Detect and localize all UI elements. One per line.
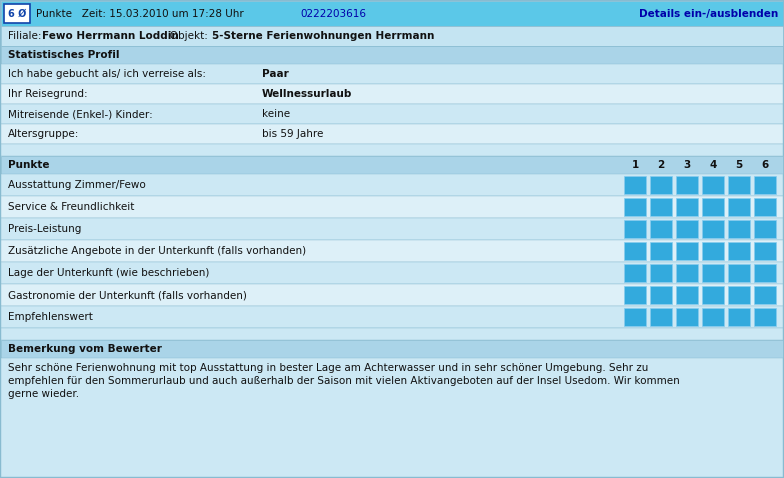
Bar: [1, 64, 783, 84]
Bar: [702, 198, 724, 216]
Text: empfehlen für den Sommerurlaub und auch außerhalb der Saison mit vielen Aktivang: empfehlen für den Sommerurlaub und auch …: [8, 376, 680, 386]
Text: keine: keine: [262, 109, 290, 119]
Bar: [1, 124, 783, 144]
Text: Statistisches Profil: Statistisches Profil: [8, 50, 119, 60]
Text: bis 59 Jahre: bis 59 Jahre: [262, 129, 323, 139]
Text: Gastronomie der Unterkunft (falls vorhanden): Gastronomie der Unterkunft (falls vorhan…: [8, 290, 247, 300]
Text: Ausstattung Zimmer/Fewo: Ausstattung Zimmer/Fewo: [8, 180, 146, 190]
Bar: [728, 198, 750, 216]
Text: Ihr Reisegrund:: Ihr Reisegrund:: [8, 89, 88, 99]
Bar: [676, 242, 698, 260]
Bar: [624, 286, 646, 304]
Text: 6 Ø: 6 Ø: [8, 9, 26, 19]
Bar: [754, 198, 776, 216]
Bar: [754, 176, 776, 194]
Text: 0222203616: 0222203616: [300, 9, 366, 19]
Text: gerne wieder.: gerne wieder.: [8, 389, 79, 399]
Bar: [676, 308, 698, 326]
Bar: [624, 198, 646, 216]
Bar: [702, 242, 724, 260]
Text: 6: 6: [761, 160, 768, 170]
Bar: [650, 176, 672, 194]
Bar: [676, 176, 698, 194]
Bar: [1, 26, 783, 46]
Text: 4: 4: [710, 160, 717, 170]
Bar: [1, 262, 783, 284]
Text: Mitreisende (Enkel-) Kinder:: Mitreisende (Enkel-) Kinder:: [8, 109, 153, 119]
Bar: [1, 156, 783, 174]
Bar: [702, 220, 724, 238]
Bar: [624, 264, 646, 282]
Bar: [1, 144, 783, 156]
Bar: [728, 176, 750, 194]
Text: Filiale:: Filiale:: [8, 31, 45, 41]
Bar: [728, 264, 750, 282]
Bar: [754, 220, 776, 238]
Bar: [754, 286, 776, 304]
Bar: [650, 198, 672, 216]
Bar: [1, 218, 783, 240]
Bar: [1, 174, 783, 196]
Bar: [702, 286, 724, 304]
Bar: [1, 46, 783, 64]
Text: 5: 5: [735, 160, 742, 170]
Bar: [1, 284, 783, 306]
Bar: [624, 176, 646, 194]
Bar: [1, 328, 783, 340]
Text: Wellnessurlaub: Wellnessurlaub: [262, 89, 352, 99]
Bar: [624, 242, 646, 260]
Bar: [1, 240, 783, 262]
Text: Objekt:: Objekt:: [160, 31, 211, 41]
Bar: [650, 286, 672, 304]
Text: Zusätzliche Angebote in der Unterkunft (falls vorhanden): Zusätzliche Angebote in der Unterkunft (…: [8, 246, 306, 256]
Bar: [676, 220, 698, 238]
Bar: [676, 264, 698, 282]
Bar: [728, 308, 750, 326]
Bar: [676, 198, 698, 216]
Bar: [624, 220, 646, 238]
Text: Bemerkung vom Bewerter: Bemerkung vom Bewerter: [8, 344, 162, 354]
Text: Preis-Leistung: Preis-Leistung: [8, 224, 82, 234]
Text: Altersgruppe:: Altersgruppe:: [8, 129, 79, 139]
Bar: [702, 308, 724, 326]
Text: 3: 3: [684, 160, 691, 170]
Text: 5-Sterne Ferienwohnungen Herrmann: 5-Sterne Ferienwohnungen Herrmann: [212, 31, 434, 41]
Bar: [754, 308, 776, 326]
Bar: [754, 264, 776, 282]
Bar: [1, 340, 783, 358]
Text: Empfehlenswert: Empfehlenswert: [8, 312, 93, 322]
Text: Lage der Unterkunft (wie beschrieben): Lage der Unterkunft (wie beschrieben): [8, 268, 209, 278]
Bar: [1, 84, 783, 104]
Bar: [728, 286, 750, 304]
Bar: [4, 4, 30, 23]
Bar: [624, 308, 646, 326]
Bar: [650, 242, 672, 260]
Text: Punkte: Punkte: [8, 160, 49, 170]
Bar: [754, 242, 776, 260]
Text: Details ein-/ausblenden: Details ein-/ausblenden: [639, 9, 778, 19]
Bar: [650, 308, 672, 326]
Text: 2: 2: [657, 160, 665, 170]
Text: Punkte   Zeit: 15.03.2010 um 17:28 Uhr: Punkte Zeit: 15.03.2010 um 17:28 Uhr: [36, 9, 244, 19]
Bar: [676, 286, 698, 304]
Text: Fewo Herrmann Loddin: Fewo Herrmann Loddin: [42, 31, 179, 41]
Text: Sehr schöne Ferienwohnung mit top Ausstattung in bester Lage am Achterwasser und: Sehr schöne Ferienwohnung mit top Aussta…: [8, 363, 648, 373]
Bar: [702, 176, 724, 194]
Bar: [1, 196, 783, 218]
Bar: [1, 104, 783, 124]
Bar: [702, 264, 724, 282]
Bar: [1, 358, 783, 477]
Text: Paar: Paar: [262, 69, 289, 79]
Text: Ich habe gebucht als/ ich verreise als:: Ich habe gebucht als/ ich verreise als:: [8, 69, 206, 79]
Bar: [1, 306, 783, 328]
Bar: [728, 242, 750, 260]
Bar: [650, 220, 672, 238]
Bar: [728, 220, 750, 238]
Bar: [1, 1, 783, 26]
Bar: [650, 264, 672, 282]
Text: 1: 1: [631, 160, 639, 170]
Text: Service & Freundlichkeit: Service & Freundlichkeit: [8, 202, 134, 212]
